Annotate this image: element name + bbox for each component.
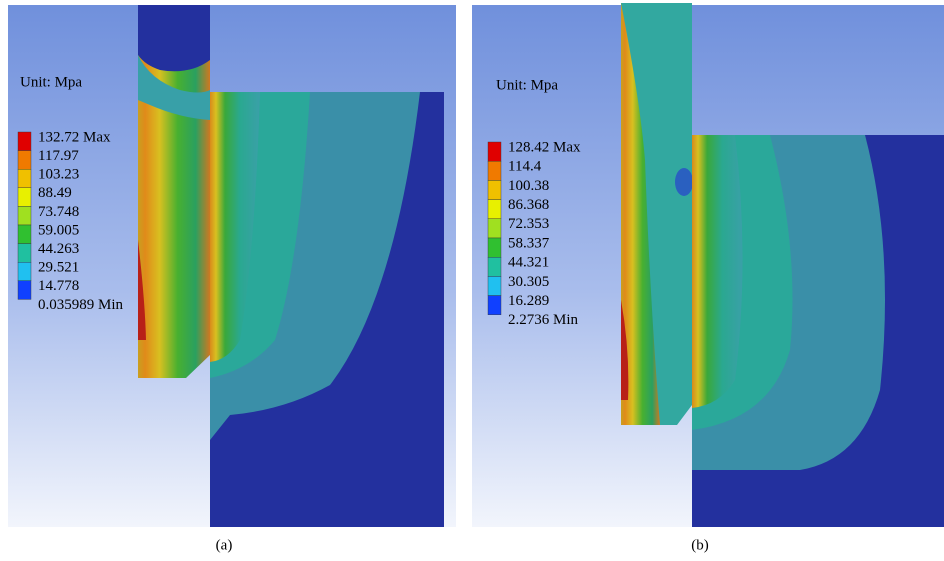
- unit-label: Unit: Mpa: [496, 77, 558, 93]
- legend-label: 44.263: [38, 241, 79, 257]
- legend-label: 73.748: [38, 204, 79, 220]
- legend-swatch: [487, 160, 502, 181]
- block-edge: [692, 135, 743, 408]
- legend-label: 88.49: [38, 185, 72, 201]
- legend-swatch: [17, 206, 32, 226]
- legend-label: 59.005: [38, 222, 79, 238]
- legend-swatch: [17, 150, 32, 170]
- legend-swatch: [17, 280, 32, 300]
- legend-swatch: [17, 131, 32, 151]
- legend-label: 58.337: [508, 235, 550, 251]
- legend-label: 100.38: [508, 178, 549, 194]
- legend-label: 128.42 Max: [508, 139, 581, 155]
- legend-swatch: [17, 243, 32, 263]
- plate-band: [621, 3, 660, 425]
- low-zone: [675, 168, 693, 196]
- legend-label: 44.321: [508, 255, 549, 271]
- legend-swatch: [487, 141, 502, 162]
- legend-swatch: [487, 295, 502, 316]
- unit-label: Unit: Mpa: [20, 74, 82, 90]
- hot-zone: [621, 300, 629, 400]
- legend-label: 30.305: [508, 274, 549, 290]
- caption: (a): [216, 537, 233, 553]
- legend-swatch: [17, 168, 32, 188]
- caption: (b): [691, 537, 709, 553]
- legend-swatch: [17, 224, 32, 244]
- legend-swatch: [17, 262, 32, 282]
- panel-a: [8, 5, 456, 527]
- legend-label: 72.353: [508, 216, 549, 232]
- legend-swatch: [487, 218, 502, 239]
- legend-swatch: [487, 276, 502, 296]
- legend-label: 2.2736 Min: [508, 312, 579, 328]
- legend-label: 0.035989 Min: [38, 297, 124, 313]
- legend-swatch: [17, 187, 32, 207]
- panel-b: [472, 3, 944, 527]
- legend-swatch: [487, 180, 502, 200]
- plate-band: [138, 55, 210, 120]
- legend-label: 16.289: [508, 293, 549, 309]
- legend-label: 29.521: [38, 260, 79, 276]
- block-edge: [210, 92, 260, 362]
- legend-label: 117.97: [38, 148, 79, 164]
- legend-label: 14.778: [38, 278, 79, 294]
- legend-swatch: [487, 237, 502, 258]
- legend-swatch: [487, 199, 502, 220]
- legend-label: 86.368: [508, 197, 549, 213]
- legend-label: 114.4: [508, 159, 542, 175]
- legend-label: 132.72 Max: [38, 129, 111, 145]
- legend-swatch: [487, 257, 502, 277]
- legend-label: 103.23: [38, 167, 79, 183]
- hot-zone: [138, 240, 146, 340]
- plate-top: [138, 5, 210, 72]
